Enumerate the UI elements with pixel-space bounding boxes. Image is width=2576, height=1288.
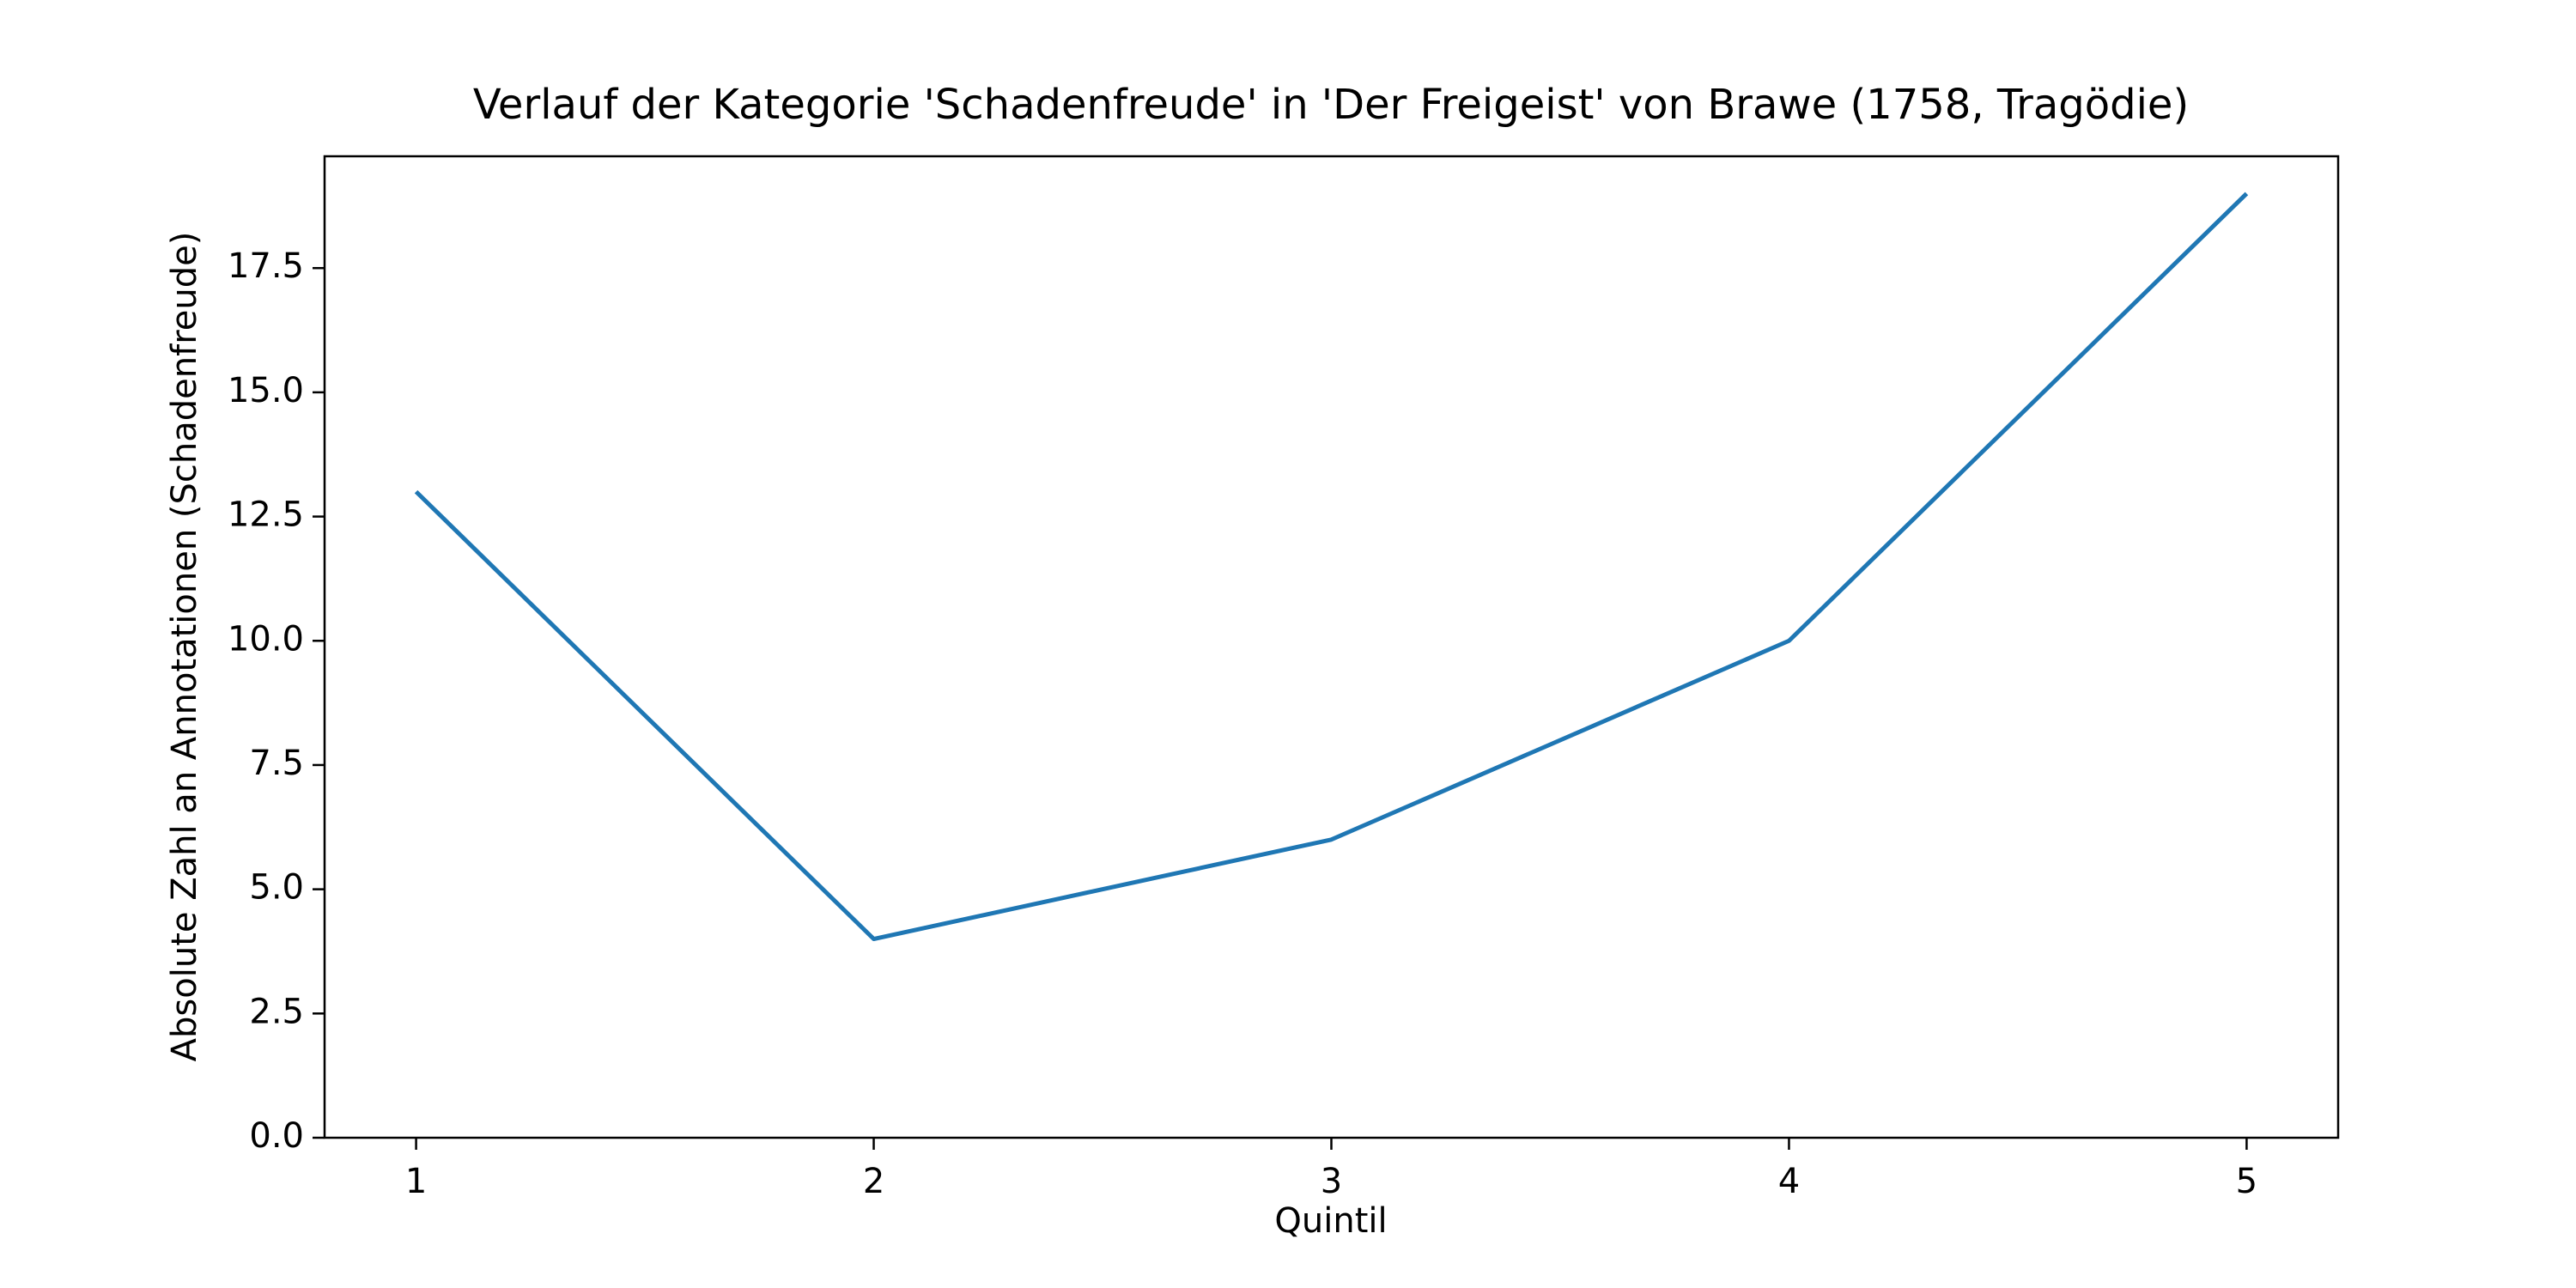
x-tick-label: 4 xyxy=(1778,1162,1800,1201)
y-tick-label: 10.0 xyxy=(228,619,304,659)
y-axis-ticks: 0.0 2.5 5.0 7.5 10.0 12.5 15.0 17.5 xyxy=(228,246,325,1156)
chart-title: Verlauf der Kategorie 'Schadenfreude' in… xyxy=(473,81,2189,129)
x-axis-label: Quintil xyxy=(1274,1201,1387,1241)
y-axis-label: Absolute Zahl an Annotationen (Schadenfr… xyxy=(165,232,204,1062)
x-tick-label: 5 xyxy=(2236,1162,2257,1201)
x-axis-ticks: 1 2 3 4 5 xyxy=(405,1138,2257,1201)
y-tick-label: 15.0 xyxy=(228,371,304,410)
y-tick-label: 7.5 xyxy=(249,744,304,783)
plot-frame xyxy=(323,155,2340,1139)
series-lines xyxy=(414,191,2249,942)
y-tick-label: 0.0 xyxy=(249,1116,304,1156)
series-line xyxy=(414,191,2249,942)
x-tick-label: 3 xyxy=(1321,1162,1342,1201)
x-tick-label: 1 xyxy=(405,1162,427,1201)
y-tick-label: 12.5 xyxy=(228,495,304,535)
y-tick-label: 2.5 xyxy=(249,992,304,1031)
x-tick-label: 2 xyxy=(863,1162,884,1201)
y-tick-label: 17.5 xyxy=(228,246,304,286)
y-tick-label: 5.0 xyxy=(249,868,304,908)
